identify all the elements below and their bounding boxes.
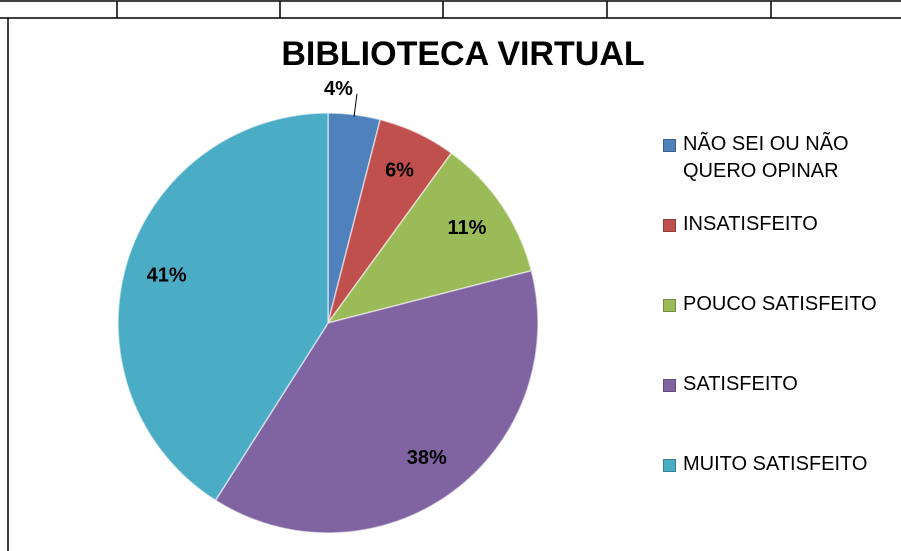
data-label: 6% — [385, 159, 414, 181]
legend-label: POUCO SATISFEITO — [683, 293, 877, 315]
legend-label: NÃO SEI OU NÃO QUERO OPINAR — [683, 133, 849, 182]
legend-swatch — [663, 379, 676, 392]
leader-line — [353, 93, 358, 117]
pie-slice — [214, 269, 539, 534]
data-label: 4% — [324, 78, 353, 100]
legend-swatch — [663, 299, 676, 312]
legend-swatch — [663, 139, 676, 152]
legend-swatch — [663, 459, 676, 472]
legend-label: INSATISFEITO — [683, 213, 818, 235]
legend-label: MUITO SATISFEITO — [683, 453, 868, 475]
data-label: 38% — [407, 447, 447, 469]
legend-label: SATISFEITO — [683, 373, 798, 395]
legend-swatch — [663, 219, 676, 232]
pie-slice — [326, 152, 533, 325]
pie-slice — [117, 112, 329, 502]
chart-title: BIBLIOTECA VIRTUAL — [281, 35, 644, 73]
data-label: 41% — [147, 264, 187, 286]
data-label: 11% — [447, 217, 486, 239]
